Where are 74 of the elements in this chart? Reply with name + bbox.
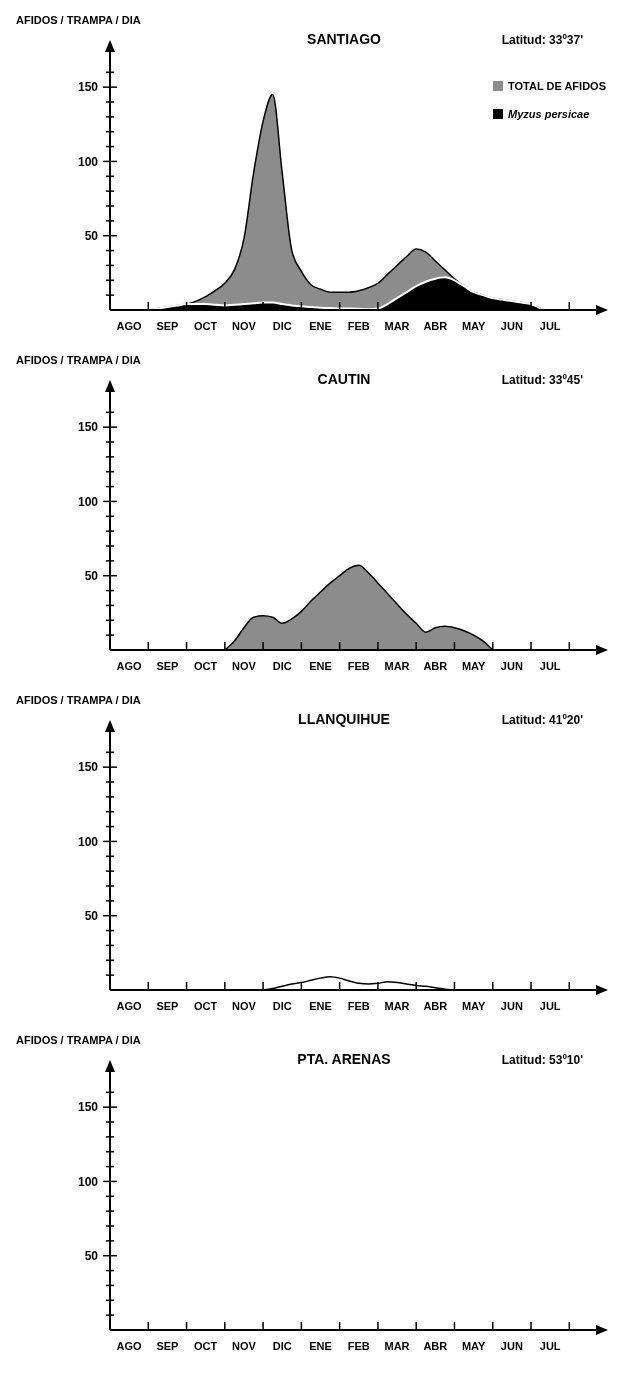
- x-tick-label: SEP: [156, 320, 179, 332]
- y-tick-label: 150: [77, 760, 99, 775]
- x-tick-label: NOV: [232, 660, 257, 672]
- x-tick-label: MAR: [384, 1340, 410, 1352]
- x-tick-label: JUN: [500, 320, 523, 332]
- x-tick-label: FEB: [347, 320, 370, 332]
- x-tick-label: JUN: [500, 1000, 523, 1012]
- x-tick-label: OCT: [194, 660, 218, 672]
- y-tick-label: 150: [77, 420, 99, 435]
- y-axis-title: AFIDOS / TRAMPA / DIA: [16, 14, 141, 26]
- x-tick-label: DIC: [272, 320, 292, 332]
- x-tick-label: JUL: [539, 1000, 561, 1012]
- text: Latitud: 33º37': [501, 33, 584, 47]
- y-axis-title: AFIDOS / TRAMPA / DIA: [16, 1034, 141, 1046]
- x-tick-label: NOV: [232, 1000, 257, 1012]
- chart-title: LLANQUIHUE: [298, 711, 390, 727]
- x-tick-label: JUN: [500, 1340, 523, 1352]
- x-tick-label: MAR: [384, 1000, 410, 1012]
- x-tick-label: ABR: [423, 320, 448, 332]
- x-tick-label: SEP: [156, 1000, 179, 1012]
- x-tick-label: ENE: [309, 1340, 332, 1352]
- x-tick-label: AGO: [116, 1340, 143, 1352]
- x-tick-label: AGO: [116, 660, 143, 672]
- x-tick-label: ABR: [423, 660, 448, 672]
- y-tick-label: 100: [77, 834, 99, 849]
- y-tick-label: 50: [84, 1248, 99, 1263]
- y-tick-label: 100: [77, 1174, 99, 1189]
- x-tick-label: DIC: [272, 660, 292, 672]
- x-tick-label: DIC: [272, 1000, 292, 1012]
- chart-title: PTA. ARENAS: [297, 1051, 391, 1067]
- x-tick-label: AGO: [116, 320, 143, 332]
- x-tick-label: ENE: [309, 320, 332, 332]
- text: Latitud: 41º20': [501, 713, 584, 727]
- x-tick-label: ABR: [423, 1000, 448, 1012]
- legend-label: Myzus persicae: [508, 108, 590, 120]
- x-tick-label: NOV: [232, 1340, 257, 1352]
- y-tick-label: 150: [77, 1100, 99, 1115]
- y-tick-label: 50: [84, 228, 99, 243]
- x-tick-label: FEB: [347, 660, 370, 672]
- y-tick-label: 100: [77, 154, 99, 169]
- x-tick-label: DIC: [272, 1340, 292, 1352]
- x-tick-label: SEP: [156, 1340, 179, 1352]
- x-tick-label: MAR: [384, 660, 410, 672]
- x-tick-label: JUL: [539, 1340, 561, 1352]
- x-tick-label: FEB: [347, 1000, 370, 1012]
- x-tick-label: MAY: [461, 1340, 486, 1352]
- y-tick-label: 50: [84, 908, 99, 923]
- legend-label: TOTAL DE AFIDOS: [508, 80, 606, 92]
- text: Latitud: 53º10': [501, 1053, 584, 1067]
- chart-title: SANTIAGO: [307, 31, 382, 47]
- x-tick-label: OCT: [194, 1000, 218, 1012]
- x-tick-label: ENE: [309, 660, 332, 672]
- y-axis-title: AFIDOS / TRAMPA / DIA: [16, 694, 141, 706]
- x-tick-label: JUN: [500, 660, 523, 672]
- y-tick-label: 50: [84, 568, 99, 583]
- x-tick-label: MAY: [461, 320, 486, 332]
- x-tick-label: AGO: [116, 1000, 143, 1012]
- x-tick-label: OCT: [194, 1340, 218, 1352]
- x-tick-label: JUL: [539, 320, 561, 332]
- chart-title: CAUTIN: [317, 371, 371, 387]
- x-tick-label: MAY: [461, 660, 486, 672]
- x-tick-label: SEP: [156, 660, 179, 672]
- y-tick-label: 100: [77, 494, 99, 509]
- x-tick-label: MAY: [461, 1000, 486, 1012]
- x-tick-label: ABR: [423, 1340, 448, 1352]
- text: Latitud: 33º45': [501, 373, 584, 387]
- x-tick-label: MAR: [384, 320, 410, 332]
- y-axis-title: AFIDOS / TRAMPA / DIA: [16, 354, 141, 366]
- y-tick-label: 150: [77, 80, 99, 95]
- x-tick-label: JUL: [539, 660, 561, 672]
- x-tick-label: ENE: [309, 1000, 332, 1012]
- x-tick-label: OCT: [194, 320, 218, 332]
- x-tick-label: FEB: [347, 1340, 370, 1352]
- x-tick-label: NOV: [232, 320, 257, 332]
